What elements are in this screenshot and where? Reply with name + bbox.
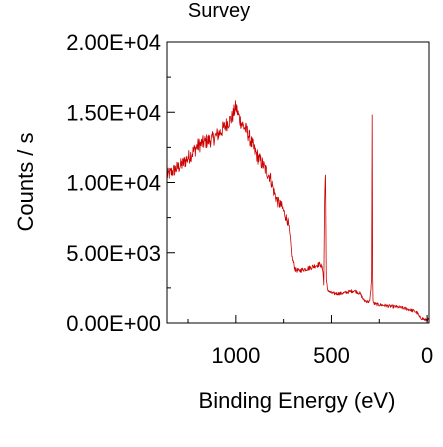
y-axis: 0.00E+00 5.00E+03 1.00E+04 1.50E+04 2.00E+04: [66, 30, 175, 336]
x-tick-label: 0: [421, 343, 433, 368]
x-tick-label: 500: [313, 343, 350, 368]
x-axis-label: Binding Energy (eV): [199, 388, 396, 413]
y-tick-label: 1.00E+04: [66, 171, 161, 196]
y-tick-label: 5.00E+03: [66, 241, 161, 266]
y-tick-label: 2.00E+04: [66, 30, 161, 55]
plot-area: [166, 100, 430, 322]
series-line: [166, 100, 430, 322]
x-tick-label: 1000: [211, 343, 260, 368]
y-axis-label: Counts / s: [13, 132, 38, 231]
plot-frame: [166, 41, 430, 324]
chart-title: Survey: [188, 0, 250, 22]
x-axis: 1000 500 0: [187, 315, 433, 368]
y-tick-label: 0.00E+00: [66, 311, 161, 336]
y-tick-label: 1.50E+04: [66, 100, 161, 125]
